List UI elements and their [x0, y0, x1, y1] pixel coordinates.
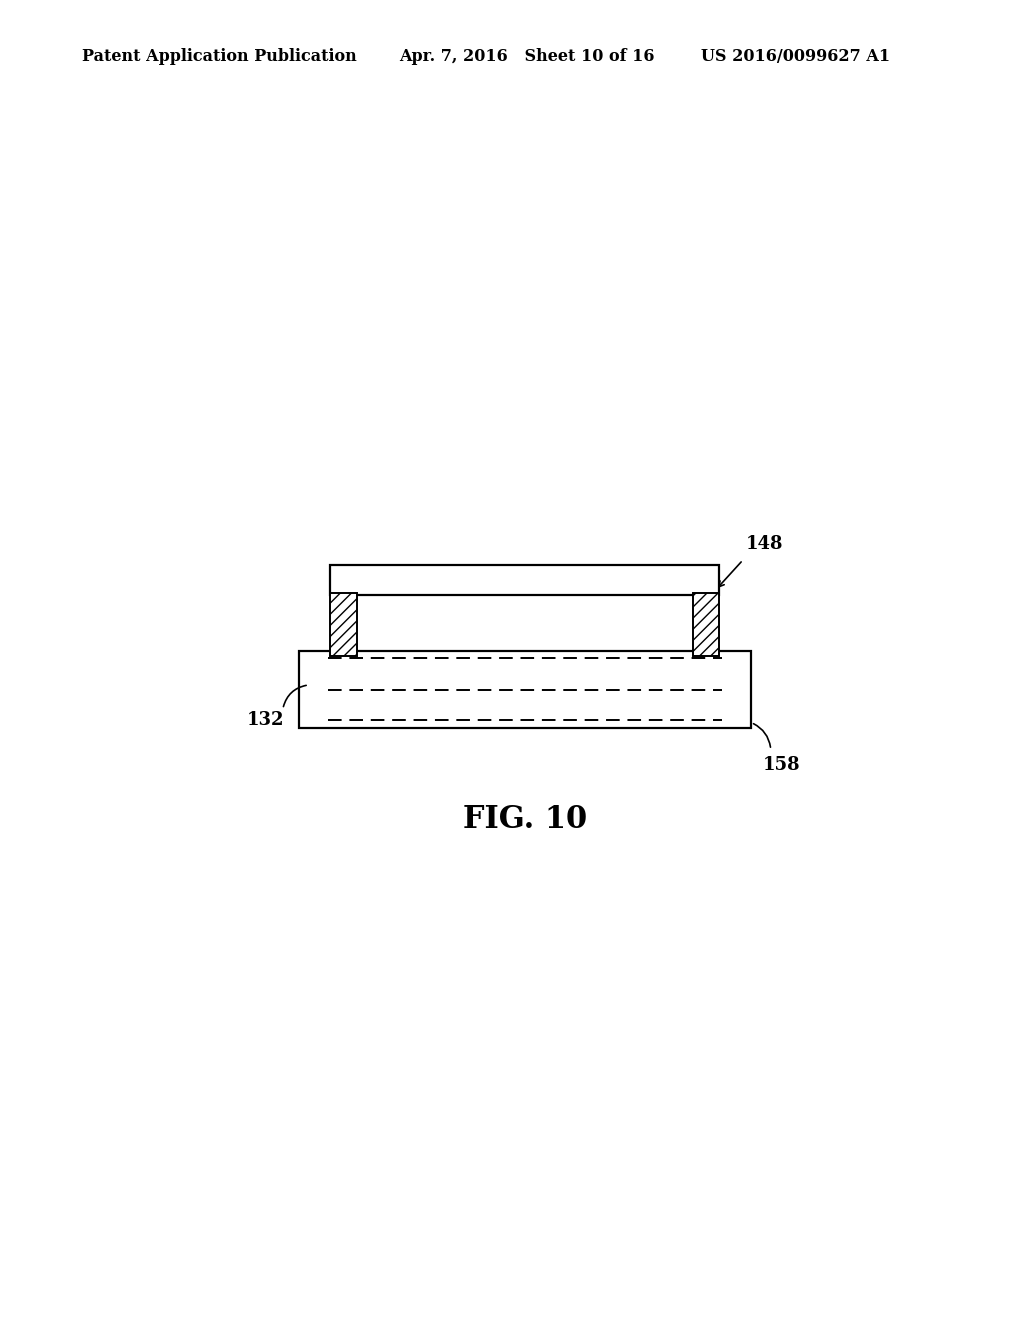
- Bar: [693, 594, 719, 656]
- Text: Patent Application Publication: Patent Application Publication: [82, 48, 356, 65]
- Text: 158: 158: [763, 756, 801, 774]
- Text: FIG. 10: FIG. 10: [463, 804, 587, 834]
- Bar: [299, 651, 751, 727]
- Text: Apr. 7, 2016   Sheet 10 of 16: Apr. 7, 2016 Sheet 10 of 16: [399, 48, 655, 65]
- Bar: [331, 594, 356, 656]
- Text: 148: 148: [745, 535, 783, 553]
- Bar: [331, 565, 719, 595]
- Text: US 2016/0099627 A1: US 2016/0099627 A1: [701, 48, 891, 65]
- Text: 132: 132: [247, 711, 285, 730]
